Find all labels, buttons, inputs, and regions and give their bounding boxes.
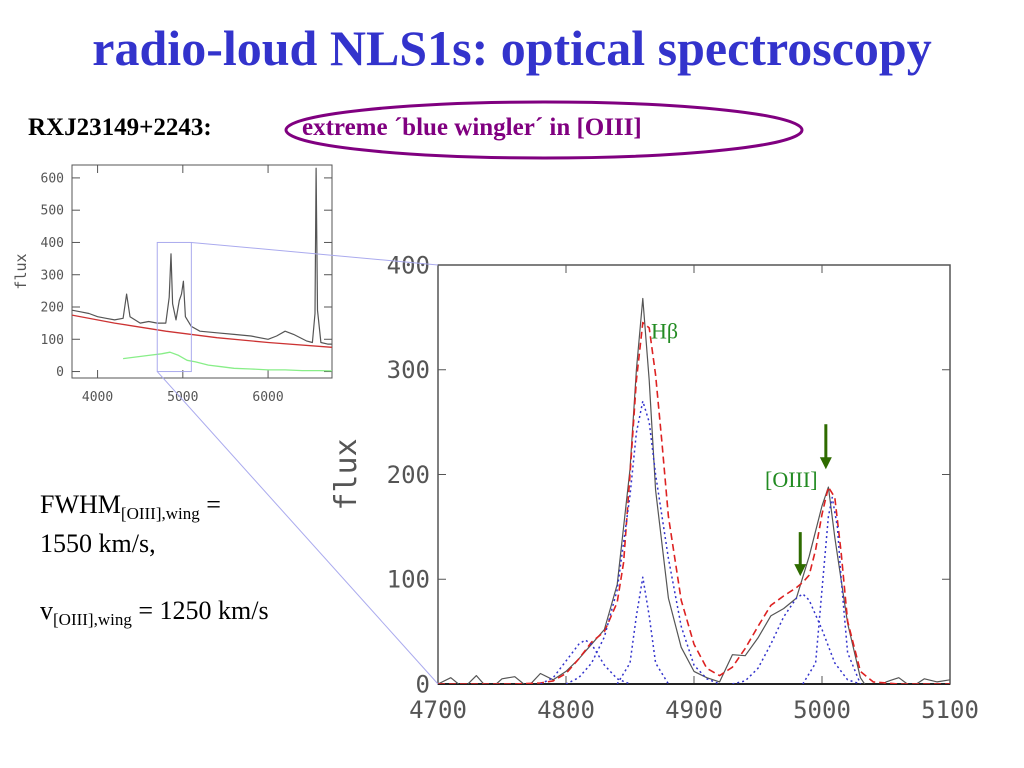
x-tick-label: 4900 <box>665 696 723 724</box>
y-tick-label: 200 <box>41 301 64 316</box>
y-axis-label: flux <box>329 438 364 510</box>
fwhm-param: FWHM[OIII],wing = 1550 km/s, <box>40 490 221 559</box>
chart-2: 4700 4800 4900 5000 5100 0 100 200 300 400 flux Hβ [… <box>329 251 979 724</box>
series-line-solid-green <box>123 351 332 372</box>
line-annotation: Hβ <box>651 318 678 343</box>
series-line-solid-gray <box>438 297 950 684</box>
y-tick-label: 100 <box>41 333 64 348</box>
velocity-param: v[OIII],wing = 1250 km/s <box>40 596 269 635</box>
plot-frame <box>437 264 951 685</box>
y-tick-label: 0 <box>416 670 430 698</box>
series-line-dashed-red <box>438 321 950 684</box>
fwhm-value: 1550 km/s, <box>40 529 156 559</box>
fwhm-subscript: [OIII],wing <box>120 504 200 524</box>
slide-title: radio-loud NLS1s: optical spectroscopy <box>92 20 932 76</box>
y-tick-label: 400 <box>387 251 430 279</box>
zoom-box <box>156 241 192 373</box>
y-tick-label: 300 <box>387 356 430 384</box>
velocity-value: = 1250 km/s <box>131 596 269 625</box>
x-tick-label: 4700 <box>409 696 467 724</box>
x-tick-label: 6000 <box>252 390 283 405</box>
series-line-dotted-blue <box>732 593 861 684</box>
series-line-dotted-blue <box>565 400 720 684</box>
fwhm-equals: = <box>199 490 221 519</box>
fwhm-prefix: FWHM <box>40 490 121 519</box>
plot-frame <box>71 164 333 379</box>
arrow-head <box>794 564 807 577</box>
y-axis-label: flux <box>12 253 30 289</box>
x-tick-label: 5100 <box>921 696 979 724</box>
chart-1: 4000 5000 6000 0 100 200 300 400 500 600 flux <box>12 164 333 405</box>
series-line-dotted-blue <box>616 576 670 684</box>
x-tick-label: 4000 <box>82 390 113 405</box>
zoom-connector-bottom <box>156 371 439 685</box>
y-tick-label: 500 <box>41 204 64 219</box>
y-tick-label: 600 <box>41 171 64 186</box>
y-tick-label: 300 <box>41 268 64 283</box>
velocity-subscript: [OIII],wing <box>53 610 132 630</box>
series-group <box>72 167 332 372</box>
highlight-text: extreme ´blue wingler´ in [OIII] <box>302 114 642 141</box>
x-tick-label: 5000 <box>793 696 851 724</box>
x-tick-label: 4800 <box>537 696 595 724</box>
series-group <box>438 297 950 684</box>
series-line-solid-gray <box>72 167 332 345</box>
zoom-connector-top <box>191 241 439 266</box>
highlight-ellipse <box>284 100 804 160</box>
y-tick-label: 200 <box>387 461 430 489</box>
y-tick-label: 400 <box>41 236 64 251</box>
x-tick-label: 5000 <box>167 390 198 405</box>
velocity-prefix: v <box>40 596 53 625</box>
series-line-dotted-blue <box>540 639 631 684</box>
line-annotation: [OIII] <box>765 467 818 492</box>
y-tick-label: 100 <box>387 566 430 594</box>
y-tick-label: 0 <box>56 365 64 380</box>
series-line-dotted-blue <box>802 496 862 684</box>
arrow-head <box>819 457 832 470</box>
object-label: RXJ23149+2243: <box>28 114 212 141</box>
